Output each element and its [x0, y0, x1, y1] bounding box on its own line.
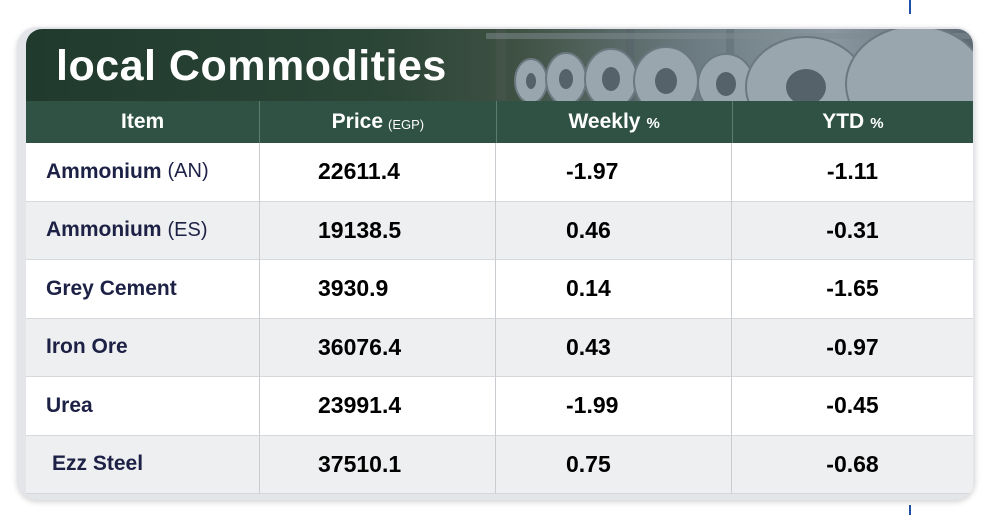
- item-name: Grey Cement: [46, 276, 177, 300]
- column-header-weekly: Weekly %: [497, 101, 733, 143]
- item-suffix: (ES): [167, 218, 208, 241]
- column-header-ytd-unit: %: [870, 115, 884, 132]
- page-title: local Commodities: [56, 42, 447, 90]
- price-cell: 23991.4: [260, 377, 496, 436]
- column-header-price-label: Price: [331, 110, 384, 133]
- column-header-weekly-unit: %: [646, 115, 660, 132]
- ytd-cell: -0.97: [732, 319, 973, 377]
- column-header-weekly-label: Weekly: [568, 110, 641, 133]
- item-name: Iron Ore: [46, 335, 128, 359]
- column-header-ytd-label: YTD: [822, 110, 865, 133]
- table-row: Ammonium (ES) 19138.5 0.46 -0.31: [26, 201, 973, 260]
- item-cell: Grey Cement: [26, 260, 260, 319]
- column-header-price: Price (EGP): [260, 101, 497, 143]
- table-row: Grey Cement 3930.9 0.14 -1.65: [26, 260, 973, 319]
- ytd-cell: -0.68: [732, 436, 973, 494]
- table-row: Iron Ore 36076.4 0.43 -0.97: [26, 318, 973, 377]
- table-row: Ezz Steel 37510.1 0.75 -0.68: [26, 435, 973, 494]
- weekly-cell: -1.97: [496, 143, 732, 202]
- weekly-cell: 0.46: [496, 201, 732, 260]
- price-cell: 19138.5: [260, 201, 496, 260]
- item-name: Urea: [46, 393, 93, 417]
- item-cell: Iron Ore: [26, 318, 260, 377]
- edge-marker-bottom: [909, 505, 911, 515]
- table-row: Urea 23991.4 -1.99 -0.45: [26, 377, 973, 436]
- weekly-cell: -1.99: [496, 377, 732, 436]
- item-name: Ammonium: [46, 159, 162, 183]
- item-cell: Ammonium (ES): [26, 201, 260, 260]
- item-cell: Urea: [26, 377, 260, 436]
- table-header: Item Price (EGP) Weekly % YTD %: [26, 101, 973, 143]
- column-header-ytd: YTD %: [733, 101, 973, 143]
- item-name: Ammonium: [46, 218, 162, 242]
- item-suffix: (AN): [167, 160, 209, 183]
- weekly-cell: 0.43: [496, 318, 732, 377]
- weekly-cell: 0.75: [496, 435, 732, 494]
- banner-steel-coils-image: local Commodities: [26, 29, 973, 101]
- table-body: Ammonium (AN) 22611.4 -1.97 -1.11 Ammoni…: [26, 143, 973, 494]
- price-cell: 22611.4: [260, 143, 496, 202]
- weekly-cell: 0.14: [496, 260, 732, 319]
- column-header-item-label: Item: [121, 110, 165, 133]
- column-header-price-unit: (EGP): [388, 116, 425, 132]
- item-cell: Ammonium (AN): [26, 143, 260, 202]
- ytd-cell: -1.65: [732, 260, 973, 319]
- table-row: Ammonium (AN) 22611.4 -1.97 -1.11: [26, 143, 973, 202]
- ytd-cell: -1.11: [732, 143, 973, 202]
- item-name: Ezz Steel: [52, 452, 144, 476]
- price-cell: 3930.9: [260, 260, 496, 319]
- ytd-cell: -0.31: [732, 202, 973, 260]
- column-header-item: Item: [26, 101, 261, 143]
- edge-marker-top: [909, 0, 911, 14]
- commodities-card: local Commodities Item Price (EGP) Weekl…: [17, 27, 975, 500]
- price-cell: 36076.4: [260, 318, 496, 377]
- item-cell: Ezz Steel: [26, 435, 260, 494]
- price-cell: 37510.1: [260, 435, 496, 494]
- ytd-cell: -0.45: [732, 377, 973, 436]
